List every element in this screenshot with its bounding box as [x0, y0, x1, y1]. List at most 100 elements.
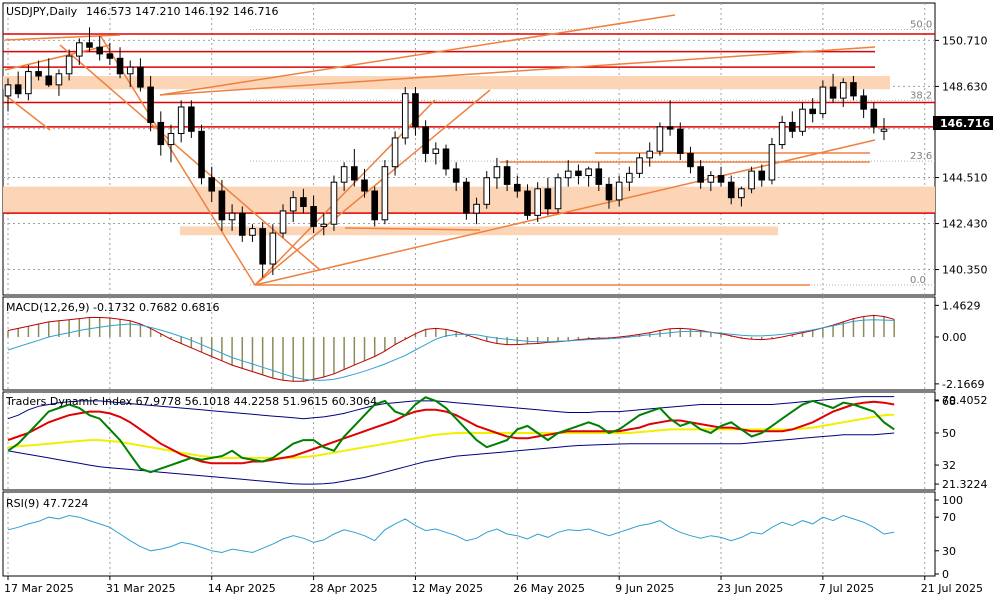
candle-3	[35, 60, 42, 81]
axis-label-0-4: 142.430	[942, 218, 988, 231]
candle-51	[524, 184, 531, 220]
candle-33	[340, 162, 348, 192]
candle-46	[473, 197, 480, 225]
candle-23	[238, 206, 246, 242]
candle-9	[96, 36, 103, 61]
price-zone-2	[180, 226, 778, 236]
candle-54	[554, 173, 562, 214]
candle-8	[86, 27, 93, 52]
candle-31	[320, 213, 328, 236]
axis-label-1-0: 1.4629	[942, 299, 981, 312]
candle-18	[188, 100, 195, 138]
candle-34	[351, 149, 358, 187]
candle-72	[738, 186, 745, 207]
candle-20	[208, 166, 216, 203]
candle-50	[514, 175, 521, 198]
time-label-2: 14 Apr 2025	[208, 582, 276, 595]
candle-17	[177, 100, 185, 143]
axis-label-0-3: 144.510	[942, 172, 988, 185]
candle-63	[646, 142, 654, 167]
candle-49	[503, 160, 511, 192]
candle-71	[727, 175, 735, 205]
candle-6	[65, 49, 73, 81]
candle-36	[371, 186, 378, 227]
candle-57	[585, 166, 592, 187]
trendlines	[4, 14, 876, 286]
candle-59	[605, 177, 613, 209]
trendline-4	[99, 34, 256, 286]
candle-69	[707, 171, 715, 192]
rsi-plot	[7, 514, 895, 554]
panel-frames	[2, 2, 936, 577]
time-label-7: 23 Jun 2025	[717, 582, 783, 595]
candle-58	[595, 162, 603, 192]
candle-52	[534, 182, 541, 222]
candle-68	[697, 160, 704, 189]
candle-25	[259, 222, 266, 278]
axis-label-0-1: 148.630	[942, 80, 988, 93]
candle-10	[106, 42, 114, 65]
candle-48	[493, 157, 501, 189]
panel-frame-0	[2, 2, 936, 296]
trendline-9	[159, 46, 876, 96]
axis-label-3-0: 100	[942, 494, 963, 507]
macd-main-line	[7, 319, 895, 381]
candle-30	[310, 195, 317, 234]
candle-56	[575, 164, 582, 185]
price-axis: 150.710 148.630 144.510 142.430 140.350 1.462…	[935, 34, 988, 581]
macd-signal-line	[7, 314, 895, 382]
candle-2	[25, 64, 32, 101]
axis-label-1-2: -2.1669	[942, 378, 984, 391]
macd-plot	[7, 314, 895, 382]
time-label-3: 28 Apr 2025	[310, 582, 378, 595]
candle-28	[289, 191, 297, 222]
candle-43	[442, 144, 450, 176]
time-label-6: 9 Jun 2025	[615, 582, 674, 595]
trendline-6	[254, 89, 491, 286]
ohlc-values: 146.573 147.210 146.192 146.716	[86, 5, 278, 18]
candle-15	[157, 111, 165, 156]
axis-label-2-0: 68	[942, 395, 956, 408]
macd-title: MACD(12,26,9) -0.1732 0.7682 0.6816	[6, 301, 219, 314]
tdi-title: Traders Dynamic Index 67.9778 56.1018 44…	[5, 395, 377, 408]
candle-12	[126, 60, 134, 88]
trendline-8	[159, 14, 676, 96]
time-label-4: 12 May 2025	[411, 582, 483, 595]
candle-5	[55, 69, 63, 96]
axis-label-0-5: 140.350	[942, 264, 988, 277]
candle-84	[860, 89, 867, 119]
trendline-13	[344, 227, 481, 231]
trendline-0	[4, 94, 51, 131]
fib-label-0: 50.0	[910, 20, 932, 31]
candle-60	[615, 175, 623, 207]
candle-86	[880, 118, 888, 141]
candle-24	[249, 224, 256, 242]
candle-38	[391, 131, 399, 176]
candle-62	[636, 153, 643, 178]
chart-title: USDJPY,Daily	[6, 5, 78, 18]
candle-27	[279, 204, 287, 238]
candle-70	[717, 166, 725, 187]
rsi-title: RSI(9) 47.7224	[6, 497, 88, 510]
candle-0	[4, 78, 12, 112]
candle-13	[137, 58, 144, 92]
trendline-3	[59, 44, 321, 271]
candle-4	[45, 58, 53, 88]
tdi-fast-line	[7, 396, 895, 474]
tdi-plot	[7, 396, 895, 485]
candle-82	[839, 78, 847, 107]
candles	[4, 27, 888, 278]
candle-16	[167, 124, 175, 163]
candle-78	[799, 102, 806, 136]
candle-61	[626, 166, 633, 192]
candle-41	[422, 120, 429, 163]
axis-label-2-2: 50	[942, 427, 956, 440]
fib-label-2: 23.6	[910, 151, 932, 162]
candle-7	[76, 38, 83, 65]
time-axis: 17 Mar 2025 31 Mar 2025 14 Apr 2025 28 Apr …	[4, 576, 983, 595]
axis-label-0-0: 150.710	[942, 34, 988, 47]
candle-67	[687, 146, 694, 174]
candle-80	[819, 80, 827, 119]
axis-label-3-3: 0	[942, 568, 949, 581]
